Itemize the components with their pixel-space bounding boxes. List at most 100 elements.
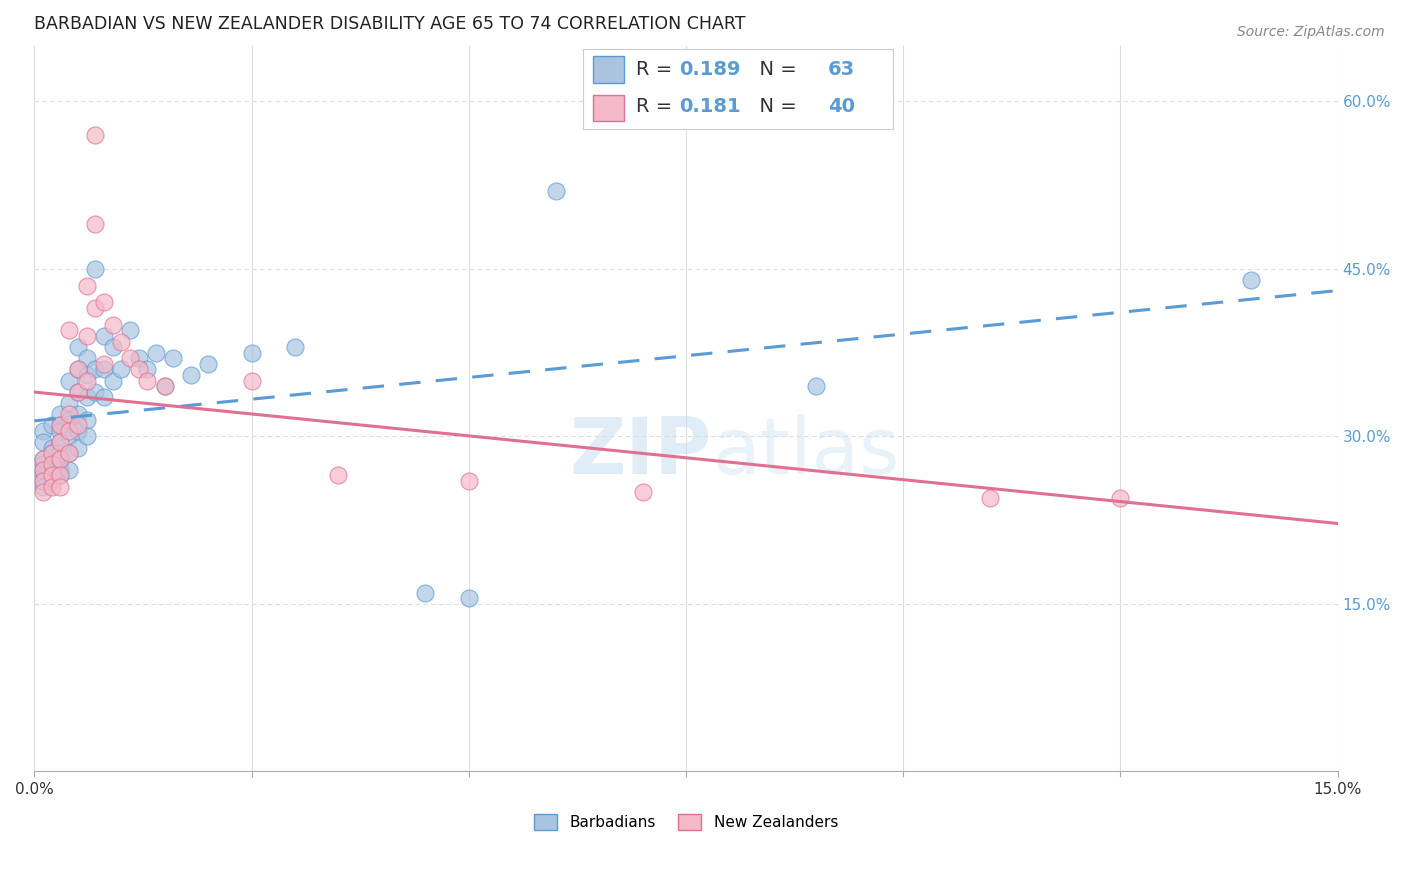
Point <box>136 362 159 376</box>
Point <box>32 424 55 438</box>
Text: 0.189: 0.189 <box>679 60 741 78</box>
Point <box>32 458 55 472</box>
Point <box>180 368 202 382</box>
Point <box>32 485 55 500</box>
Point <box>32 474 55 488</box>
Text: BARBADIAN VS NEW ZEALANDER DISABILITY AGE 65 TO 74 CORRELATION CHART: BARBADIAN VS NEW ZEALANDER DISABILITY AG… <box>34 15 745 33</box>
Point <box>84 301 107 315</box>
Point <box>41 474 63 488</box>
Point <box>49 480 72 494</box>
Point <box>66 384 89 399</box>
Point <box>49 454 72 468</box>
FancyBboxPatch shape <box>593 95 624 121</box>
Point <box>66 418 89 433</box>
Point <box>93 329 115 343</box>
Point <box>197 357 219 371</box>
Point <box>58 446 80 460</box>
Point <box>84 128 107 142</box>
Point <box>128 362 150 376</box>
Point <box>66 424 89 438</box>
Text: atlas: atlas <box>711 414 900 490</box>
Point <box>128 351 150 366</box>
Point <box>58 374 80 388</box>
Point <box>110 334 132 349</box>
Point <box>240 374 263 388</box>
Point <box>76 368 98 382</box>
Point <box>162 351 184 366</box>
Point <box>58 446 80 460</box>
Point <box>457 474 479 488</box>
Point <box>76 329 98 343</box>
Point <box>93 390 115 404</box>
Point <box>457 591 479 606</box>
Point <box>49 418 72 433</box>
Point <box>93 362 115 376</box>
Point <box>41 446 63 460</box>
Point <box>84 217 107 231</box>
Text: 0.181: 0.181 <box>679 97 741 116</box>
Point <box>84 362 107 376</box>
Point <box>41 480 63 494</box>
Point <box>49 468 72 483</box>
Point <box>979 491 1001 505</box>
Point <box>32 474 55 488</box>
Point <box>32 480 55 494</box>
Point <box>49 435 72 450</box>
Point <box>49 418 72 433</box>
Text: 63: 63 <box>828 60 855 78</box>
Point <box>66 362 89 376</box>
Point <box>76 412 98 426</box>
Point <box>76 390 98 404</box>
Point <box>41 468 63 483</box>
Point <box>136 374 159 388</box>
FancyBboxPatch shape <box>593 56 624 83</box>
Point <box>76 278 98 293</box>
Text: R =: R = <box>636 60 679 78</box>
Text: R =: R = <box>636 97 679 116</box>
Point <box>118 323 141 337</box>
Point <box>240 345 263 359</box>
Point <box>58 429 80 443</box>
Text: 40: 40 <box>828 97 855 116</box>
Point <box>76 374 98 388</box>
Point <box>806 379 828 393</box>
Point <box>58 412 80 426</box>
Point <box>631 485 654 500</box>
Point <box>284 340 307 354</box>
Point <box>110 362 132 376</box>
Point <box>58 396 80 410</box>
Text: N =: N = <box>748 97 803 116</box>
Point <box>41 418 63 433</box>
Point <box>328 468 350 483</box>
Point <box>145 345 167 359</box>
Point <box>58 407 80 421</box>
Point <box>41 441 63 455</box>
Legend: Barbadians, New Zealanders: Barbadians, New Zealanders <box>527 808 844 837</box>
Point <box>58 424 80 438</box>
Point <box>101 340 124 354</box>
Point <box>415 585 437 599</box>
Point <box>1109 491 1132 505</box>
Point <box>49 446 72 460</box>
Point <box>41 458 63 472</box>
Point <box>84 262 107 277</box>
Point <box>118 351 141 366</box>
Point <box>153 379 176 393</box>
Point <box>153 379 176 393</box>
Point <box>49 468 72 483</box>
Point <box>49 407 72 421</box>
Point <box>84 384 107 399</box>
Point <box>101 374 124 388</box>
Point <box>544 184 567 198</box>
Point <box>76 429 98 443</box>
Point <box>32 451 55 466</box>
Point <box>66 384 89 399</box>
Point <box>32 451 55 466</box>
Point <box>41 463 63 477</box>
Point <box>58 463 80 477</box>
Point <box>93 295 115 310</box>
Point <box>76 351 98 366</box>
Point <box>66 362 89 376</box>
Text: Source: ZipAtlas.com: Source: ZipAtlas.com <box>1237 25 1385 39</box>
Point <box>101 318 124 332</box>
